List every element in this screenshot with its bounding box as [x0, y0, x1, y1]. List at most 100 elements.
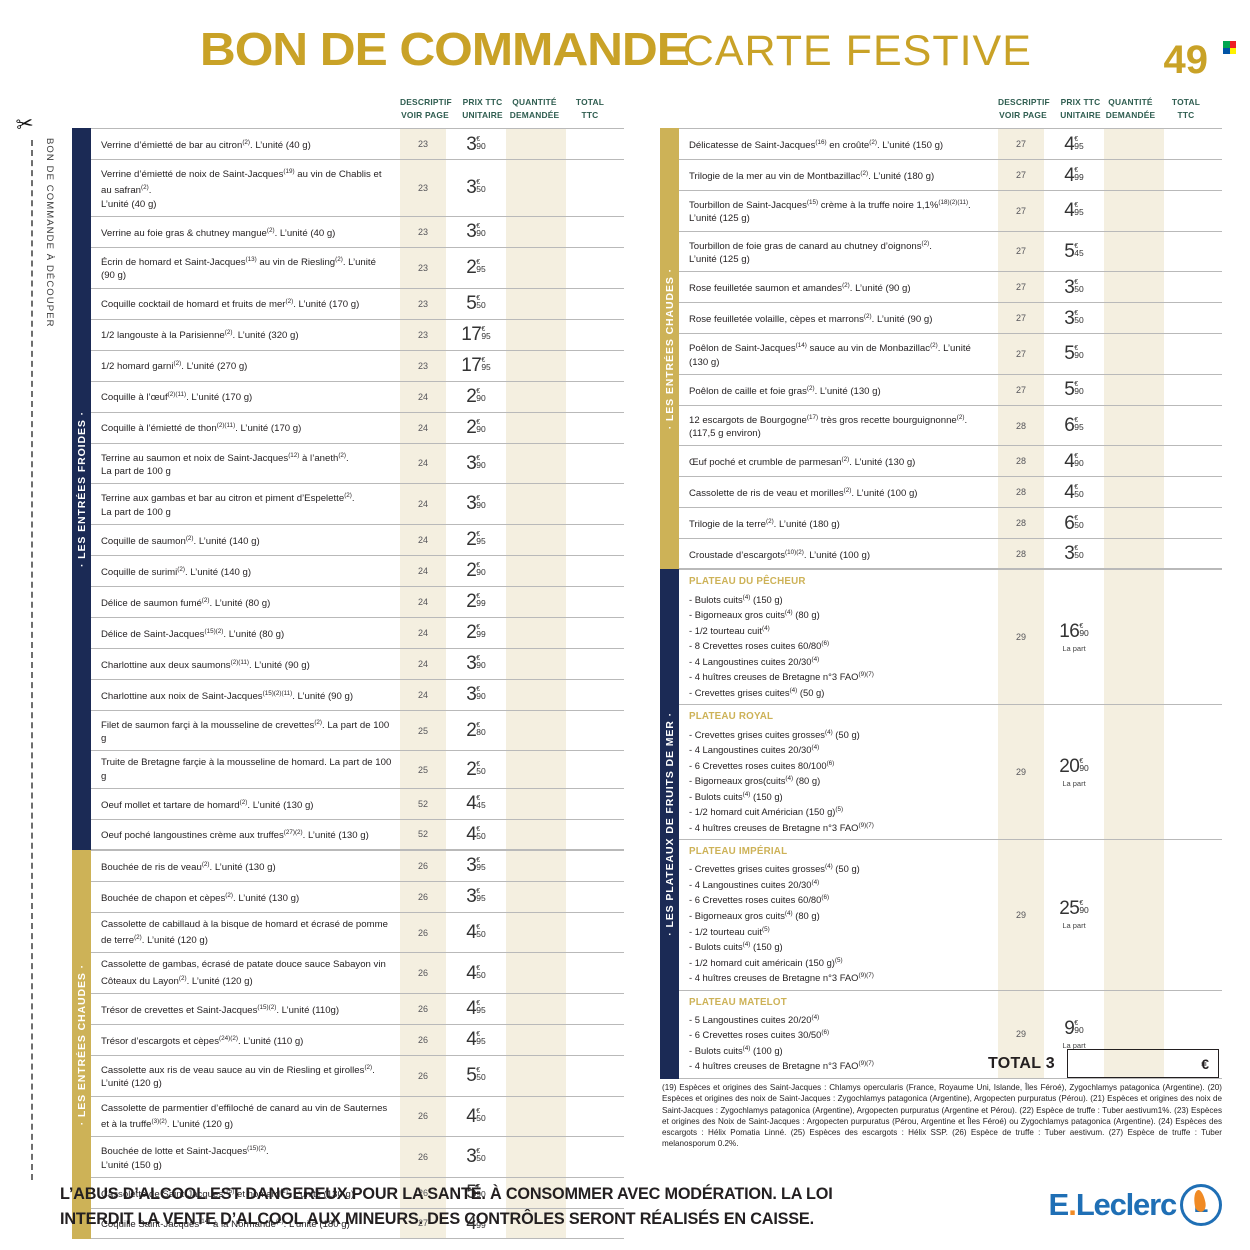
- quantity-input[interactable]: [1104, 231, 1164, 272]
- line-total-input[interactable]: [566, 1096, 624, 1137]
- quantity-input[interactable]: [506, 1137, 566, 1177]
- quantity-input[interactable]: [1104, 705, 1164, 840]
- line-total-input[interactable]: [1164, 334, 1222, 374]
- quantity-input[interactable]: [1104, 191, 1164, 231]
- quantity-input[interactable]: [1104, 272, 1164, 303]
- line-total-input[interactable]: [566, 555, 624, 586]
- quantity-input[interactable]: [506, 617, 566, 648]
- quantity-input[interactable]: [506, 993, 566, 1024]
- line-total-input[interactable]: [566, 1024, 624, 1055]
- line-total-input[interactable]: [1164, 570, 1222, 705]
- line-total-input[interactable]: [566, 288, 624, 319]
- line-total-input[interactable]: [566, 586, 624, 617]
- line-total-input[interactable]: [1164, 374, 1222, 405]
- line-total-input[interactable]: [566, 751, 624, 788]
- line-total-input[interactable]: [566, 524, 624, 555]
- quantity-input[interactable]: [506, 288, 566, 319]
- quantity-input[interactable]: [506, 648, 566, 679]
- line-total-input[interactable]: [1164, 508, 1222, 539]
- quantity-input[interactable]: [506, 751, 566, 788]
- line-total-input[interactable]: [566, 350, 624, 381]
- line-total-input[interactable]: [566, 484, 624, 524]
- quantity-input[interactable]: [1104, 539, 1164, 569]
- line-total-input[interactable]: [1164, 705, 1222, 840]
- quantity-input[interactable]: [506, 350, 566, 381]
- line-total-input[interactable]: [1164, 405, 1222, 446]
- quantity-input[interactable]: [506, 788, 566, 819]
- quantity-input[interactable]: [1104, 477, 1164, 508]
- quantity-input[interactable]: [506, 1055, 566, 1096]
- line-total-input[interactable]: [566, 617, 624, 648]
- line-total-input[interactable]: [1164, 446, 1222, 477]
- quantity-input[interactable]: [506, 586, 566, 617]
- quantity-input[interactable]: [506, 881, 566, 912]
- quantity-input[interactable]: [506, 484, 566, 524]
- line-total-input[interactable]: [566, 381, 624, 412]
- quantity-input[interactable]: [506, 129, 566, 159]
- line-total-input[interactable]: [1164, 539, 1222, 569]
- line-total-input[interactable]: [566, 443, 624, 484]
- quantity-input[interactable]: [1104, 303, 1164, 334]
- quantity-input[interactable]: [1104, 405, 1164, 446]
- line-total-input[interactable]: [566, 881, 624, 912]
- quantity-input[interactable]: [506, 679, 566, 710]
- quantity-input[interactable]: [506, 850, 566, 881]
- line-total-input[interactable]: [566, 819, 624, 849]
- quantity-input[interactable]: [506, 1177, 566, 1208]
- quantity-input[interactable]: [506, 247, 566, 288]
- quantity-input[interactable]: [1104, 570, 1164, 705]
- line-total-input[interactable]: [1164, 160, 1222, 190]
- line-total-input[interactable]: [566, 319, 624, 350]
- line-total-input[interactable]: [566, 850, 624, 881]
- price-cell: 4 € 99: [1044, 160, 1104, 190]
- quantity-input[interactable]: [1104, 334, 1164, 374]
- line-total-input[interactable]: [1164, 477, 1222, 508]
- line-total-input[interactable]: [566, 679, 624, 710]
- line-total-input[interactable]: [566, 1208, 624, 1238]
- quantity-input[interactable]: [506, 1024, 566, 1055]
- line-total-input[interactable]: [1164, 231, 1222, 272]
- line-total-input[interactable]: [566, 129, 624, 159]
- line-total-input[interactable]: [566, 710, 624, 751]
- line-total-input[interactable]: [566, 953, 624, 993]
- quantity-input[interactable]: [506, 443, 566, 484]
- quantity-input[interactable]: [506, 381, 566, 412]
- line-total-input[interactable]: [566, 993, 624, 1024]
- quantity-input[interactable]: [1104, 374, 1164, 405]
- quantity-input[interactable]: [1104, 990, 1164, 1078]
- line-total-input[interactable]: [1164, 272, 1222, 303]
- line-total-input[interactable]: [566, 788, 624, 819]
- quantity-input[interactable]: [506, 710, 566, 751]
- quantity-input[interactable]: [1104, 129, 1164, 159]
- quantity-input[interactable]: [506, 912, 566, 953]
- quantity-input[interactable]: [1104, 160, 1164, 190]
- quantity-input[interactable]: [1104, 508, 1164, 539]
- quantity-input[interactable]: [1104, 840, 1164, 990]
- line-total-input[interactable]: [566, 247, 624, 288]
- line-total-input[interactable]: [566, 1177, 624, 1208]
- line-total-input[interactable]: [1164, 840, 1222, 990]
- quantity-input[interactable]: [506, 216, 566, 247]
- line-total-input[interactable]: [1164, 129, 1222, 159]
- line-total-input[interactable]: [1164, 191, 1222, 231]
- line-total-input[interactable]: [566, 1137, 624, 1177]
- line-total-input[interactable]: [566, 912, 624, 953]
- line-total-input[interactable]: [566, 160, 624, 216]
- quantity-input[interactable]: [506, 412, 566, 443]
- quantity-input[interactable]: [506, 555, 566, 586]
- quantity-input[interactable]: [506, 160, 566, 216]
- line-total-input[interactable]: [1164, 303, 1222, 334]
- line-total-input[interactable]: [566, 648, 624, 679]
- quantity-input[interactable]: [506, 524, 566, 555]
- quantity-input[interactable]: [506, 1096, 566, 1137]
- quantity-input[interactable]: [1104, 446, 1164, 477]
- line-total-input[interactable]: [566, 412, 624, 443]
- quantity-input[interactable]: [506, 953, 566, 993]
- total-input[interactable]: €: [1067, 1049, 1219, 1078]
- line-total-input[interactable]: [566, 1055, 624, 1096]
- line-total-input[interactable]: [566, 216, 624, 247]
- quantity-input[interactable]: [506, 819, 566, 849]
- quantity-input[interactable]: [506, 1208, 566, 1238]
- quantity-input[interactable]: [506, 319, 566, 350]
- line-total-input[interactable]: [1164, 990, 1222, 1078]
